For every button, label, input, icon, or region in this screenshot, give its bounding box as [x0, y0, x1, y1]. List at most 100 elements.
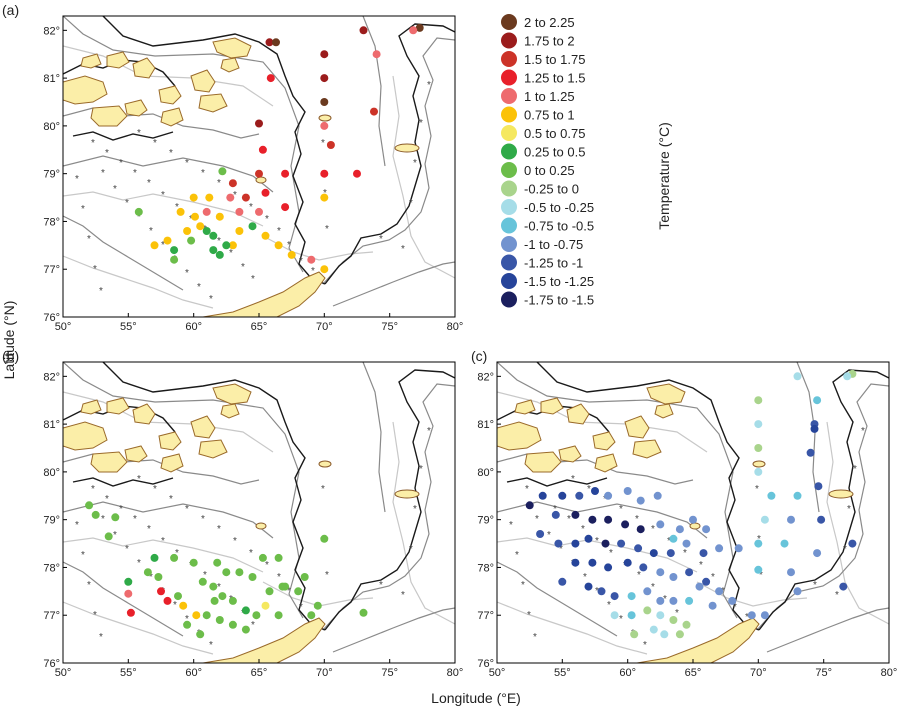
station-asterisk: *: [583, 572, 587, 583]
temperature-point: [653, 491, 662, 500]
lat-tick-label: 81°: [43, 73, 60, 85]
station-asterisk: *: [185, 158, 189, 169]
legend-item: 1.25 to 1.5: [501, 69, 585, 86]
lon-tick-label: 65°: [685, 667, 702, 679]
station-asterisk: *: [249, 202, 253, 213]
temperature-point: [198, 577, 207, 586]
station-asterisk: *: [861, 426, 865, 437]
station-asterisk: *: [427, 80, 431, 91]
station-asterisk: *: [233, 536, 237, 547]
station-asterisk: *: [401, 244, 405, 255]
temperature-point: [248, 573, 257, 581]
temperature-point: [610, 592, 619, 601]
temperature-point: [150, 241, 159, 250]
station-asterisk: *: [847, 504, 851, 515]
station-asterisk: *: [185, 504, 189, 515]
temperature-legend: 2 to 2.25 1.75 to 2 1.5 to 1.75 1.25 to 1.5…: [501, 14, 594, 308]
station-asterisk: *: [521, 580, 525, 591]
legend-swatch: [501, 88, 517, 104]
temperature-point: [627, 592, 636, 601]
station-asterisk: *: [663, 594, 667, 605]
lon-tick-label: 60°: [185, 667, 202, 679]
temperature-point: [179, 601, 188, 610]
temperature-point: [265, 587, 274, 596]
lat-tick-label: 79°: [477, 515, 494, 527]
station-asterisk: *: [745, 612, 749, 623]
temperature-point: [261, 601, 270, 610]
station-asterisk: *: [75, 520, 79, 531]
temperature-point: [558, 491, 567, 500]
temperature-point: [787, 568, 795, 577]
temperature-point: [359, 608, 368, 617]
temperature-point: [215, 212, 224, 221]
panel-b-map: * * * * * * * * * * * * * * * * * * * * * * * * * * * * * * * * * * * * * * * *…: [43, 361, 463, 679]
legend-item: 0 to 0.25: [501, 162, 575, 178]
legend-swatch: [501, 162, 517, 178]
station-asterisk: *: [651, 582, 655, 593]
station-asterisk: *: [185, 614, 189, 625]
temperature-point: [806, 448, 815, 457]
station-asterisk: *: [119, 158, 123, 169]
station-asterisk: *: [813, 580, 817, 591]
temperature-point: [656, 568, 665, 577]
temperature-point: [787, 515, 795, 524]
legend-label: 0.75 to 1: [524, 108, 575, 123]
temperature-point: [675, 630, 684, 639]
temperature-point: [588, 515, 597, 524]
temperature-point: [597, 587, 606, 596]
station-asterisk: *: [105, 494, 109, 505]
station-asterisk: *: [169, 494, 173, 505]
station-asterisk: *: [643, 640, 647, 651]
temperature-point: [571, 539, 580, 548]
temperature-point: [255, 119, 263, 128]
legend-label: -1.25 to -1: [524, 256, 583, 271]
station-asterisk: *: [843, 544, 847, 555]
temperature-point: [134, 207, 143, 216]
temperature-point: [261, 188, 270, 197]
temperature-point: [261, 231, 270, 240]
lon-tick-label: 50°: [55, 667, 72, 679]
temperature-point: [817, 515, 826, 524]
station-asterisk: *: [419, 464, 423, 475]
temperature-point: [278, 582, 287, 591]
station-asterisk: *: [217, 524, 221, 535]
station-asterisk: *: [755, 484, 759, 495]
legend-item: 1.75 to 2: [501, 32, 575, 49]
legend-item: 2 to 2.25: [501, 14, 575, 30]
temperature-point: [170, 255, 179, 264]
temperature-point: [187, 236, 196, 245]
temperature-point: [702, 577, 711, 586]
station-asterisk: *: [379, 580, 383, 591]
station-asterisk: *: [535, 514, 539, 525]
panel-label-b: (b): [2, 348, 19, 364]
station-asterisk: *: [197, 282, 201, 293]
temperature-point: [551, 510, 560, 519]
temperature-point: [793, 372, 802, 381]
station-asterisk: *: [419, 118, 423, 129]
temperature-point: [228, 620, 237, 629]
temperature-point: [728, 596, 737, 605]
temperature-point: [536, 530, 545, 538]
temperature-point: [715, 587, 724, 596]
temperature-point: [202, 227, 211, 235]
station-asterisk: *: [325, 224, 329, 235]
temperature-point: [218, 592, 227, 601]
station-asterisk: *: [147, 178, 151, 189]
temperature-point: [228, 179, 237, 188]
temperature-point: [235, 227, 244, 235]
temperature-point: [588, 558, 597, 567]
temperature-point: [793, 587, 802, 596]
legend-label: 0 to 0.25: [524, 163, 575, 178]
temperature-point: [754, 444, 763, 452]
temperature-point: [222, 568, 231, 577]
legend-swatch: [501, 125, 517, 141]
temperature-point: [124, 589, 133, 598]
legend-label: 0.25 to 0.5: [524, 145, 585, 160]
legend-label: 1.75 to 2: [524, 34, 575, 49]
lon-tick-label: 70°: [750, 667, 767, 679]
temperature-point: [241, 606, 250, 615]
station-asterisk: *: [287, 586, 291, 597]
station-asterisk: *: [87, 234, 91, 245]
station-asterisk: *: [265, 560, 269, 571]
legend-swatch: [501, 32, 517, 49]
